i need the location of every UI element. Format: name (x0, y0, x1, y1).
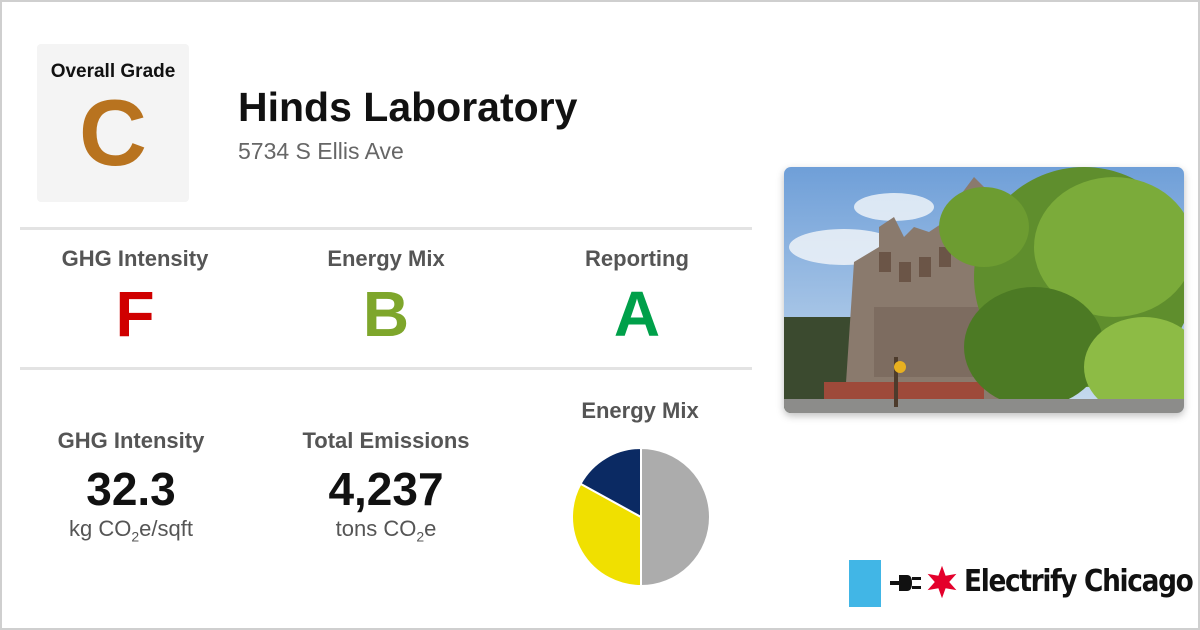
stat-value: 32.3 (86, 463, 176, 515)
grade-letter: B (362, 278, 410, 350)
grade-label: GHG Intensity (61, 246, 209, 271)
pie-slice-0 (640, 446, 711, 588)
stat-label: GHG Intensity (57, 428, 205, 453)
grade-label: Energy Mix (327, 246, 445, 271)
grade-reporting: Reporting A (537, 246, 737, 352)
grade-energy-mix: Energy Mix B (286, 246, 486, 352)
stat-value: 4,237 (328, 463, 444, 515)
building-photo-image (784, 167, 1184, 413)
stat-ghg-intensity: GHG Intensity 32.3 kg CO2e/sqft (31, 428, 231, 544)
overall-grade-letter: C (79, 80, 147, 185)
building-photo (784, 167, 1184, 413)
stat-total-emissions: Total Emissions 4,237 tons CO2e (286, 428, 486, 544)
divider (20, 367, 752, 370)
brand-name: Electrify Chicago (964, 564, 1194, 599)
stat-label: Total Emissions (302, 428, 470, 453)
pie-slice-2 (579, 446, 642, 519)
plug-icon (890, 575, 921, 591)
overall-grade-label: Overall Grade (50, 61, 176, 82)
stat-unit: tons CO2e (335, 516, 437, 545)
stat-unit: kg CO2e/sqft (69, 516, 193, 545)
divider (20, 227, 752, 230)
energy-mix-chart-title: Energy Mix (581, 398, 699, 423)
overall-grade-box: Overall Grade C (37, 44, 189, 202)
grade-letter: F (115, 278, 155, 350)
pie-slice-1 (571, 482, 642, 588)
grade-letter: A (613, 278, 661, 350)
grade-ghg-intensity: GHG Intensity F (35, 246, 235, 352)
building-address: 5734 S Ellis Ave (238, 138, 404, 164)
energy-mix-pie-chart (571, 446, 711, 588)
building-name: Hinds Laboratory (238, 84, 578, 130)
chicago-star-icon (927, 565, 957, 599)
electrify-chicago-logo: Electrify Chicago (848, 558, 1194, 608)
logo-square (849, 560, 881, 607)
grade-label: Reporting (585, 246, 689, 271)
